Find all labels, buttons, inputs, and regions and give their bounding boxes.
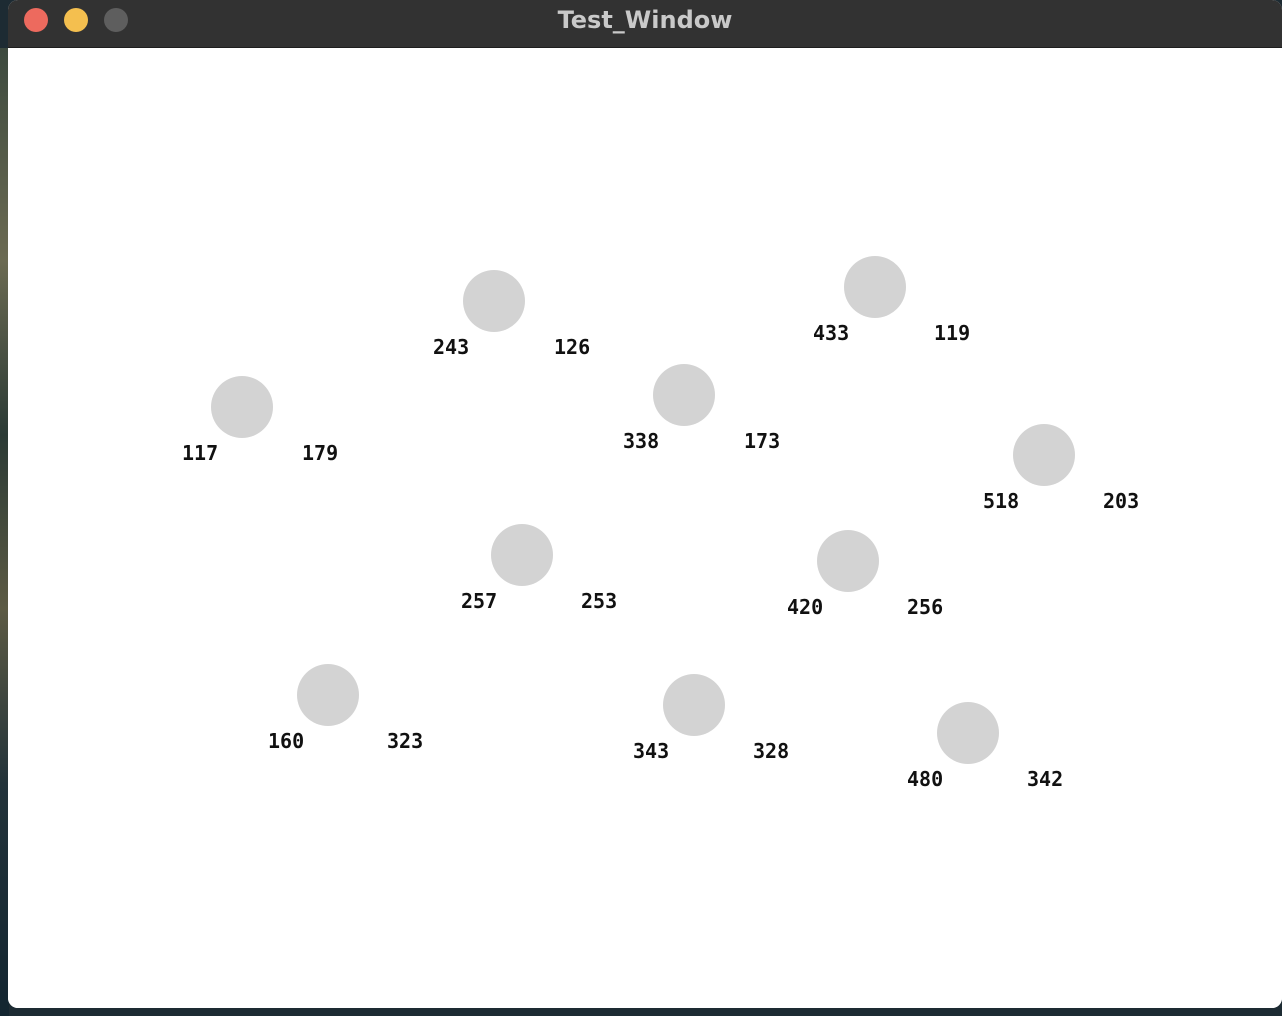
desktop-background xyxy=(0,48,9,1016)
point-y-label: 323 xyxy=(387,729,424,753)
point-circle xyxy=(653,364,715,426)
point-circle xyxy=(211,376,273,438)
point-x-label: 343 xyxy=(633,739,670,763)
app-window: Test_Window 243 126 433 119 117 179 338 … xyxy=(8,0,1282,1008)
point-y-label: 119 xyxy=(934,321,971,345)
point-circle xyxy=(297,664,359,726)
point-y-label: 253 xyxy=(581,589,618,613)
point-x-label: 480 xyxy=(907,767,944,791)
point-y-label: 328 xyxy=(753,739,790,763)
point-x-label: 243 xyxy=(433,335,470,359)
point-circle xyxy=(463,270,525,332)
point-y-label: 173 xyxy=(744,429,781,453)
point-y-label: 179 xyxy=(302,441,339,465)
point-y-label: 256 xyxy=(907,595,944,619)
close-window-button[interactable] xyxy=(24,8,48,32)
point-x-label: 257 xyxy=(461,589,498,613)
point-circle xyxy=(1013,424,1075,486)
point-y-label: 203 xyxy=(1103,489,1140,513)
title-bar[interactable]: Test_Window xyxy=(8,0,1282,48)
window-title: Test_Window xyxy=(557,6,733,34)
minimize-window-button[interactable] xyxy=(64,8,88,32)
zoom-window-button[interactable] xyxy=(104,8,128,32)
point-circle xyxy=(937,702,999,764)
point-y-label: 126 xyxy=(554,335,591,359)
point-x-label: 117 xyxy=(182,441,219,465)
point-x-label: 338 xyxy=(623,429,660,453)
point-x-label: 518 xyxy=(983,489,1020,513)
point-circle xyxy=(663,674,725,736)
drawing-canvas[interactable]: 243 126 433 119 117 179 338 173 518 203 … xyxy=(8,48,1282,1008)
point-y-label: 342 xyxy=(1027,767,1064,791)
point-x-label: 433 xyxy=(813,321,850,345)
point-circle xyxy=(817,530,879,592)
point-x-label: 420 xyxy=(787,595,824,619)
point-circle xyxy=(844,256,906,318)
point-x-label: 160 xyxy=(268,729,305,753)
point-circle xyxy=(491,524,553,586)
